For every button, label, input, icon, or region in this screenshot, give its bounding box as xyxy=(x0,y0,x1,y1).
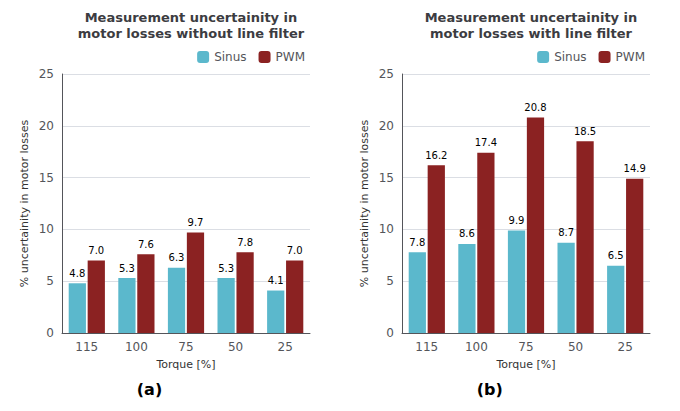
svg-text:9.9: 9.9 xyxy=(509,215,525,226)
svg-text:motor losses without line filt: motor losses without line filter xyxy=(78,26,305,41)
svg-text:% uncertainity in motor losses: % uncertainity in motor losses xyxy=(358,120,371,288)
svg-text:50: 50 xyxy=(568,340,583,354)
svg-text:8.7: 8.7 xyxy=(558,227,574,238)
svg-text:15: 15 xyxy=(379,171,394,185)
svg-text:8.6: 8.6 xyxy=(459,228,475,239)
svg-text:9.7: 9.7 xyxy=(188,217,204,228)
svg-text:20: 20 xyxy=(379,119,394,133)
svg-text:6.5: 6.5 xyxy=(608,250,624,261)
svg-text:Sinus: Sinus xyxy=(214,50,246,64)
svg-text:motor losses with line filter: motor losses with line filter xyxy=(430,26,633,41)
svg-text:75: 75 xyxy=(178,340,193,354)
svg-text:15: 15 xyxy=(39,171,54,185)
svg-text:50: 50 xyxy=(228,340,243,354)
svg-text:PWM: PWM xyxy=(276,50,305,64)
svg-text:(a): (a) xyxy=(137,380,162,399)
svg-text:17.4: 17.4 xyxy=(475,137,497,148)
svg-text:25: 25 xyxy=(278,340,293,354)
svg-text:10: 10 xyxy=(379,222,394,236)
svg-text:18.5: 18.5 xyxy=(574,126,596,137)
svg-text:100: 100 xyxy=(465,340,488,354)
svg-text:100: 100 xyxy=(125,340,148,354)
svg-text:25: 25 xyxy=(39,67,54,81)
svg-text:16.2: 16.2 xyxy=(425,150,447,161)
svg-text:Torque [%]: Torque [%] xyxy=(155,358,215,371)
svg-text:7.8: 7.8 xyxy=(409,237,425,248)
svg-text:115: 115 xyxy=(75,340,98,354)
svg-text:20: 20 xyxy=(39,119,54,133)
svg-text:75: 75 xyxy=(518,340,533,354)
svg-text:7.6: 7.6 xyxy=(138,239,154,250)
svg-text:7.0: 7.0 xyxy=(88,245,104,256)
svg-text:Torque [%]: Torque [%] xyxy=(495,358,555,371)
svg-text:0: 0 xyxy=(386,326,394,340)
svg-text:20.8: 20.8 xyxy=(524,102,546,113)
svg-text:115: 115 xyxy=(415,340,438,354)
svg-text:25: 25 xyxy=(618,340,633,354)
svg-text:25: 25 xyxy=(379,67,394,81)
svg-text:5: 5 xyxy=(386,274,394,288)
svg-text:Measurement uncertainity in: Measurement uncertainity in xyxy=(425,10,638,25)
svg-text:6.3: 6.3 xyxy=(169,252,185,263)
svg-text:14.9: 14.9 xyxy=(624,163,646,174)
svg-text:10: 10 xyxy=(39,222,54,236)
svg-text:Sinus: Sinus xyxy=(554,50,586,64)
svg-text:0: 0 xyxy=(46,326,54,340)
svg-text:5.3: 5.3 xyxy=(119,263,135,274)
svg-text:5.3: 5.3 xyxy=(218,263,234,274)
svg-text:Measurement uncertainity in: Measurement uncertainity in xyxy=(85,10,298,25)
svg-text:PWM: PWM xyxy=(616,50,645,64)
svg-text:5: 5 xyxy=(46,274,54,288)
svg-text:7.0: 7.0 xyxy=(287,245,303,256)
svg-text:4.1: 4.1 xyxy=(268,275,284,286)
svg-text:4.8: 4.8 xyxy=(69,268,85,279)
svg-text:7.8: 7.8 xyxy=(237,237,253,248)
svg-text:% uncertainity in motor losses: % uncertainity in motor losses xyxy=(18,120,31,288)
svg-text:(b): (b) xyxy=(477,380,503,399)
